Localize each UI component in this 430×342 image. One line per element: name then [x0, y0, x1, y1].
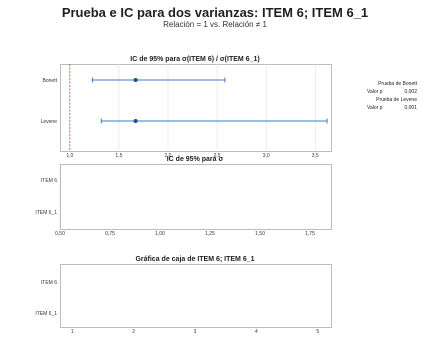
x-tick-label: 5	[316, 329, 319, 335]
page-title: Prueba e IC para dos varianzas: ITEM 6; …	[61, 5, 369, 20]
category-label: ITEM 6_1	[35, 311, 57, 317]
x-tick-label: 2,5	[214, 153, 221, 159]
page-subtitle: Relación = 1 vs. Relación ≠ 1	[163, 20, 267, 29]
ci-estimate-point	[133, 78, 138, 82]
category-label: Levene	[41, 119, 58, 125]
bonett-pvalue-row: Valor p 0,002	[355, 88, 417, 96]
x-tick-label: 1,0	[66, 153, 73, 159]
x-tick-label: 0,50	[55, 231, 65, 237]
sigma-ci-title: IC de 95% para σ	[166, 156, 224, 163]
x-tick-label: 3,0	[263, 153, 270, 159]
boxplot-title: Gráfica de caja de ITEM 6; ITEM 6_1	[135, 256, 255, 263]
category-label: Bonett	[43, 78, 58, 84]
x-tick-label: 1,00	[155, 231, 165, 237]
levene-pvalue-row: Valor p 0,001	[355, 104, 417, 112]
levene-pvalue: 0,001	[404, 105, 417, 111]
x-tick-label: 1,25	[205, 231, 215, 237]
x-tick-label: 2,0	[165, 153, 172, 159]
x-tick-label: 2	[132, 329, 135, 335]
sigma-ci-panel	[60, 164, 332, 230]
category-label: ITEM 6_1	[35, 210, 57, 216]
x-tick-label: 3	[194, 329, 197, 335]
test-results: Prueba de Bonett Valor p 0,002 Prueba de…	[355, 80, 417, 112]
bonett-header: Prueba de Bonett	[378, 81, 417, 87]
x-tick-label: 3,5	[312, 153, 319, 159]
category-label: ITEM 6	[41, 280, 57, 286]
x-tick-label: 4	[255, 329, 258, 335]
x-tick-label: 0,75	[105, 231, 115, 237]
ci-estimate-point	[133, 119, 138, 123]
bonett-pvalue: 0,002	[404, 89, 417, 95]
x-tick-label: 1	[71, 329, 74, 335]
bonett-pvalue-label: Valor p	[367, 89, 383, 95]
category-label: ITEM 6	[41, 178, 57, 184]
x-tick-label: 1,50	[255, 231, 265, 237]
ratio-ci-panel	[60, 64, 332, 152]
x-tick-label: 1,75	[305, 231, 315, 237]
levene-pvalue-label: Valor p	[367, 105, 383, 111]
ratio-ci-title: IC de 95% para σ(ITEM 6) / σ(ITEM 6_1)	[130, 56, 260, 63]
boxplot-panel	[60, 264, 332, 328]
levene-header: Prueba de Levene	[376, 97, 417, 103]
x-tick-label: 1,5	[115, 153, 122, 159]
